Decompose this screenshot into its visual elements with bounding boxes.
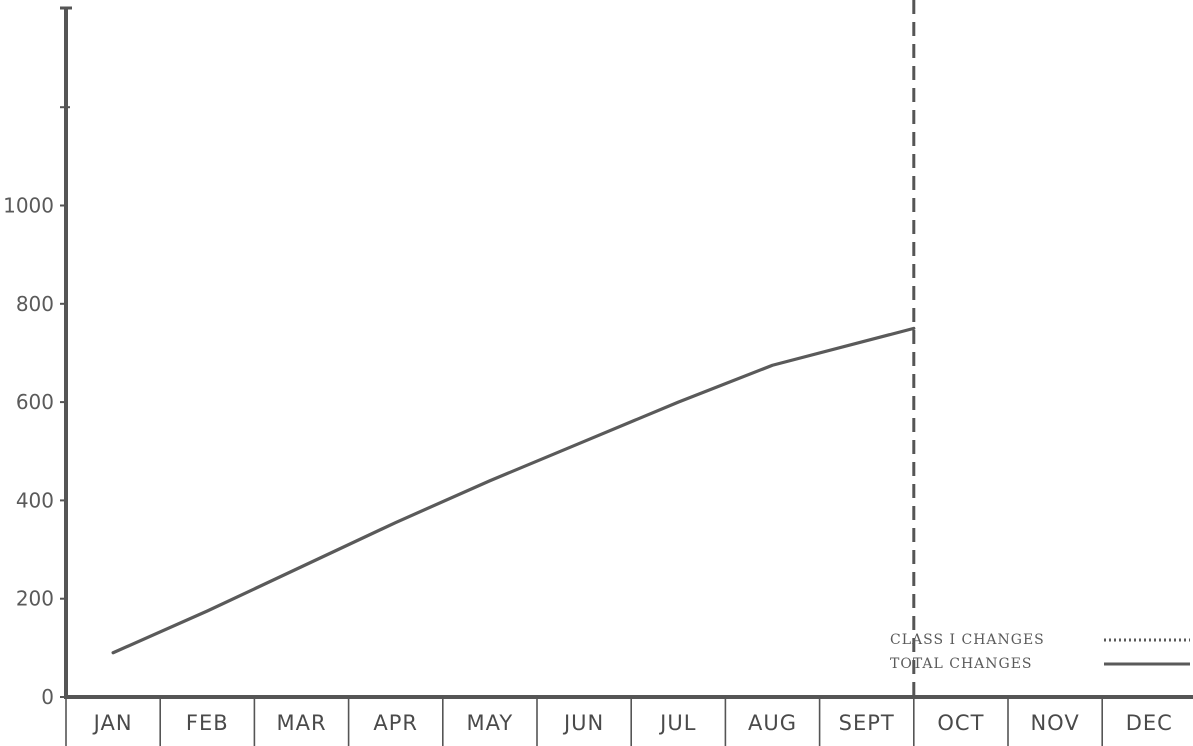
y-tick-label: 400	[16, 488, 54, 512]
y-tick-label: 1000	[3, 194, 54, 218]
legend-label: CLASS I CHANGES	[890, 632, 1045, 648]
x-tick-label: FEB	[186, 711, 229, 735]
x-tick-label: JAN	[92, 711, 133, 735]
y-tick-label: 200	[16, 587, 54, 611]
x-axis-month-cells: JAN FEB MAR APR MAY JUN JUL AUG SEPT OCT NOV DEC	[65, 697, 1173, 746]
legend: CLASS I CHANGES TOTAL CHANGES	[890, 632, 1190, 672]
y-tick-label: 800	[16, 292, 54, 316]
x-tick-label: JUN	[562, 711, 604, 735]
y-axis-ticks: 0 200 400 600 800 1000	[3, 106, 70, 709]
x-tick-label: APR	[373, 711, 418, 735]
y-tick-label: 0	[41, 685, 54, 709]
x-tick-label: AUG	[748, 711, 797, 735]
axes	[60, 6, 1193, 699]
x-tick-label: MAR	[276, 711, 326, 735]
y-tick-label: 600	[16, 390, 54, 414]
x-tick-label: DEC	[1126, 711, 1173, 735]
series-group	[111, 326, 916, 655]
x-tick-label: SEPT	[839, 711, 895, 735]
legend-label: TOTAL CHANGES	[890, 656, 1033, 672]
x-tick-label: JUL	[658, 711, 696, 735]
x-tick-label: OCT	[937, 711, 984, 735]
x-tick-label: MAY	[467, 711, 514, 735]
x-tick-label: NOV	[1030, 711, 1079, 735]
series-line-total-changes	[111, 326, 916, 655]
